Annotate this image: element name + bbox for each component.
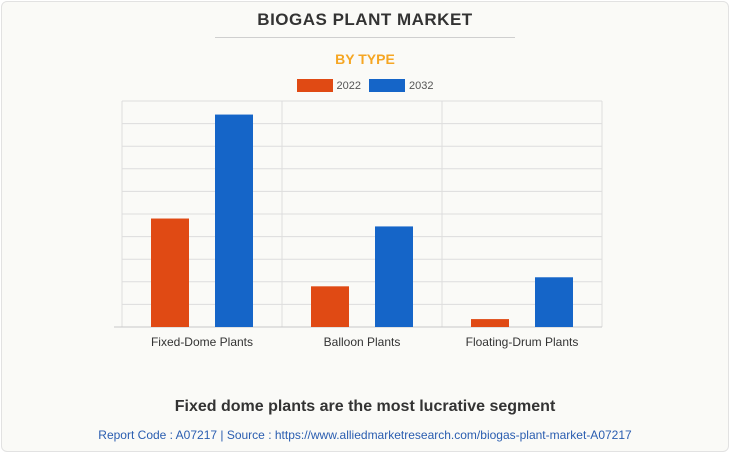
legend: 2022 2032 — [0, 79, 730, 92]
chart-caption: Fixed dome plants are the most lucrative… — [174, 398, 556, 415]
title-divider — [215, 37, 515, 38]
x-tick-label: Fixed-Dome Plants — [151, 335, 253, 349]
bar-2032-balloon-plants — [375, 226, 413, 327]
legend-item-2022: 2022 — [296, 79, 361, 92]
chart-subtitle: BY TYPE — [335, 51, 395, 67]
x-tick-label: Floating-Drum Plants — [466, 335, 579, 349]
legend-label-2022: 2022 — [336, 79, 361, 92]
legend-item-2032: 2032 — [369, 79, 433, 92]
x-tick-label: Balloon Plants — [324, 335, 401, 349]
bar-2032-fixed-dome-plants — [215, 114, 253, 327]
report-source: Report Code : A07217 | Source : https://… — [98, 428, 632, 442]
legend-label-2032: 2032 — [409, 79, 434, 92]
legend-swatch-2022 — [296, 79, 333, 92]
legend-swatch-2032 — [369, 79, 405, 92]
bar-2022-floating-drum-plants — [471, 319, 509, 327]
bar-2022-balloon-plants — [311, 286, 349, 327]
bar-2032-floating-drum-plants — [535, 277, 573, 327]
chart-title: BIOGAS PLANT MARKET — [257, 10, 473, 29]
bar-2022-fixed-dome-plants — [151, 218, 189, 327]
